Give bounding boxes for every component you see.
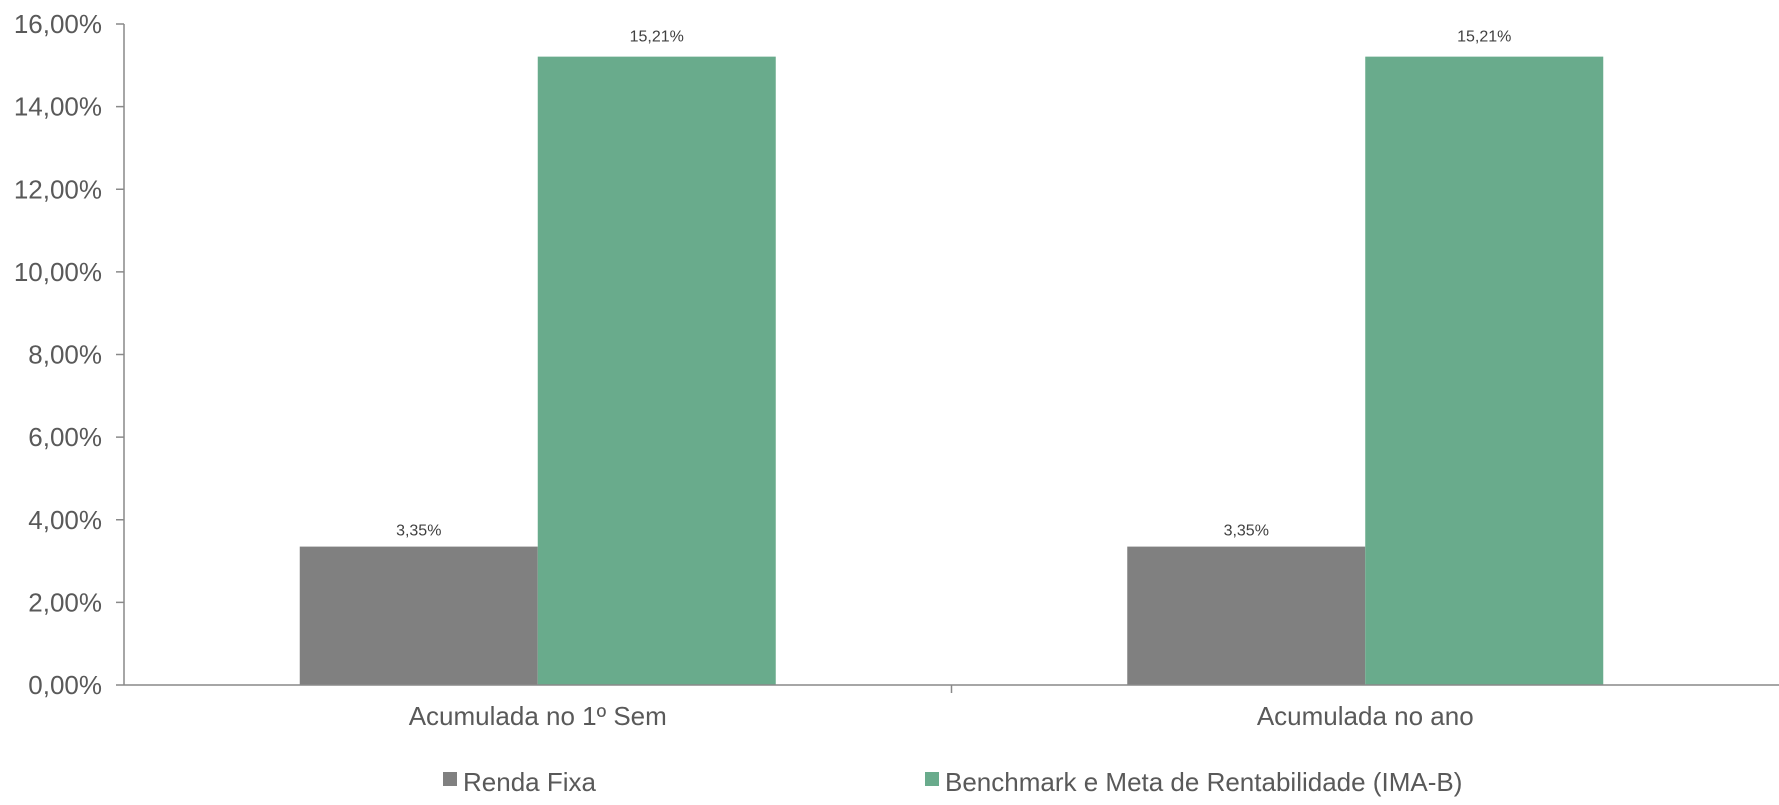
y-tick-label: 2,00% xyxy=(28,587,102,617)
x-category-label: Acumulada no ano xyxy=(1257,701,1474,731)
y-tick-label: 4,00% xyxy=(28,505,102,535)
legend-swatch-benchmark xyxy=(925,772,939,786)
legend-label: Renda Fixa xyxy=(463,767,596,797)
y-tick-label: 12,00% xyxy=(14,174,102,204)
bar-renda-fixa xyxy=(299,546,538,685)
data-label: 3,35% xyxy=(396,523,441,540)
legend-swatch-renda-fixa xyxy=(443,772,457,786)
bar-benchmark xyxy=(1365,56,1604,685)
y-tick-label: 16,00% xyxy=(14,9,102,39)
data-label: 15,21% xyxy=(1457,29,1511,46)
y-tick-label: 0,00% xyxy=(28,670,102,700)
y-tick-label: 14,00% xyxy=(14,92,102,122)
y-tick-label: 6,00% xyxy=(28,422,102,452)
data-label: 3,35% xyxy=(1224,523,1269,540)
y-tick-label: 10,00% xyxy=(14,257,102,287)
legend-label: Benchmark e Meta de Rentabilidade (IMA-B… xyxy=(945,767,1462,797)
bar-renda-fixa xyxy=(1127,546,1366,685)
bar-benchmark xyxy=(537,56,776,685)
data-label: 15,21% xyxy=(630,29,684,46)
x-category-label: Acumulada no 1º Sem xyxy=(409,701,667,731)
y-tick-label: 8,00% xyxy=(28,340,102,370)
